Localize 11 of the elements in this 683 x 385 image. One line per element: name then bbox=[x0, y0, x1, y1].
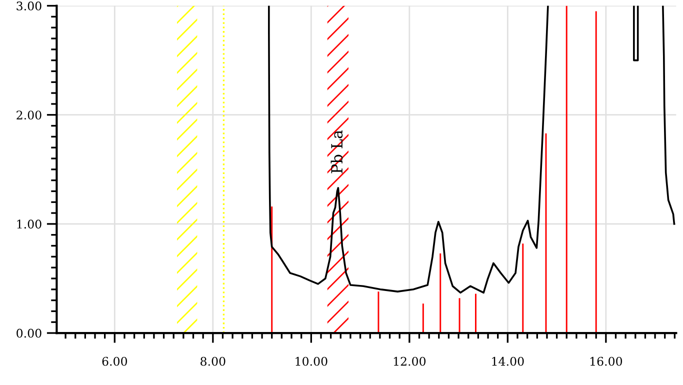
y-tick-label: 0.00 bbox=[16, 328, 42, 338]
x-tick-label: 16.00 bbox=[590, 356, 622, 366]
annotation: Pb La bbox=[330, 130, 343, 174]
y-tick-label: 3.00 bbox=[16, 2, 42, 10]
y-tick-label: 2.00 bbox=[16, 110, 42, 120]
x-tick-label: 10.00 bbox=[296, 356, 328, 366]
x-tick-label: 8.00 bbox=[200, 356, 226, 366]
x-tick-label: 6.00 bbox=[102, 356, 128, 366]
x-tick-label: 14.00 bbox=[492, 356, 524, 366]
x-tick-label: 12.00 bbox=[394, 356, 426, 366]
y-tick-label: 1.00 bbox=[17, 220, 42, 229]
